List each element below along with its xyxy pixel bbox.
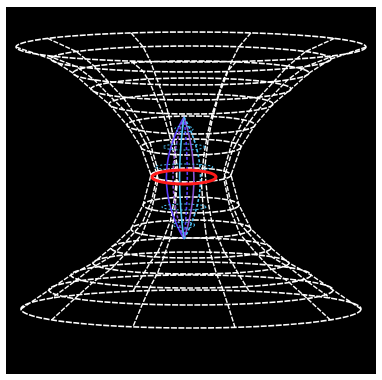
throat-ring-ellipse (150, 168, 218, 186)
mesh-meridian (15, 46, 152, 310)
wormhole-diagram (15, 31, 367, 329)
mesh-meridian (47, 54, 159, 321)
mesh-meridian (230, 46, 367, 310)
mesh-ring (108, 93, 274, 115)
spindle-band (172, 221, 196, 229)
mesh-ring (15, 31, 367, 63)
mesh-ring (90, 77, 292, 101)
spindle-curve (183, 116, 195, 240)
spindle-band (161, 203, 207, 211)
mesh-meridian (47, 37, 159, 299)
render-viewport (6, 7, 376, 374)
mesh-meridian (223, 37, 335, 299)
spindle-curve (178, 116, 185, 240)
spindle-curve (183, 116, 189, 240)
spindle-curve (183, 116, 202, 240)
spindle-band (174, 125, 194, 133)
mesh-meridian (204, 32, 252, 292)
throat-ring (150, 168, 218, 186)
mesh-ring (92, 251, 290, 275)
mesh-ring (110, 237, 272, 259)
spindle-curve (172, 116, 185, 240)
spindle-band (162, 143, 206, 151)
mesh-meridian (223, 54, 335, 321)
mesh-ring (150, 167, 232, 183)
mesh-meridian (130, 60, 178, 328)
mesh-rings (15, 31, 367, 329)
mesh-ring (20, 289, 362, 329)
mesh-meridian (130, 32, 178, 292)
